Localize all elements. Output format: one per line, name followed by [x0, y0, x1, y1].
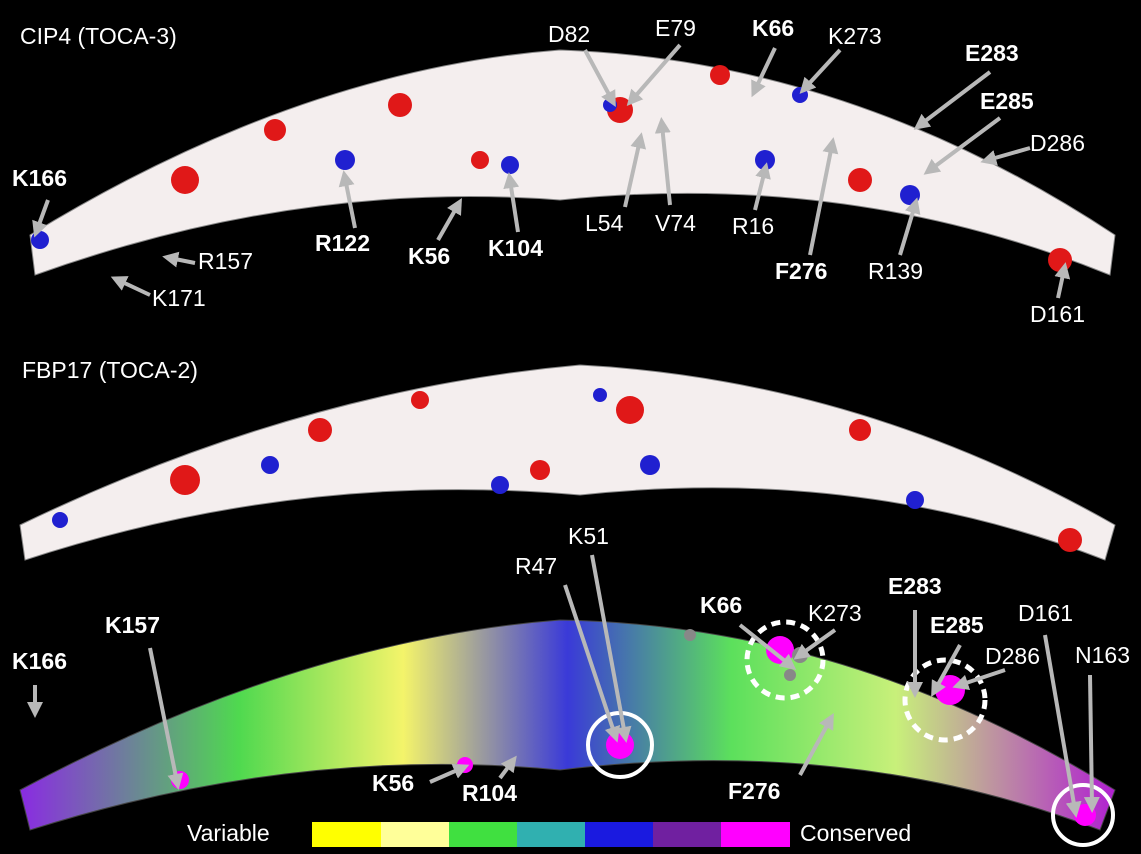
- residue-label: F276: [728, 778, 780, 804]
- residue-label: R122: [315, 230, 370, 256]
- residue-label: N163: [1075, 642, 1130, 668]
- residue-label: R47: [515, 553, 557, 579]
- residue-label: L54: [585, 210, 624, 236]
- residue-label: K171: [152, 285, 206, 311]
- residue-label: K104: [488, 235, 543, 261]
- legend-swatch: [312, 822, 381, 847]
- residue-label: D286: [1030, 130, 1085, 156]
- panel-title: CIP4 (TOCA-3): [20, 23, 177, 49]
- residue-label: E283: [965, 40, 1019, 66]
- legend-swatch: [449, 822, 517, 847]
- residue-label: R139: [868, 258, 923, 284]
- panel-title: FBP17 (TOCA-2): [22, 357, 198, 383]
- residue-label: K56: [372, 770, 414, 796]
- residue-label: K51: [568, 523, 609, 549]
- residue-label: K166: [12, 648, 67, 674]
- residue-label: K66: [752, 15, 794, 41]
- residue-label: D161: [1018, 600, 1073, 626]
- residue-label: D161: [1030, 301, 1085, 327]
- residue-label: D286: [985, 643, 1040, 669]
- residue-label: E285: [930, 612, 984, 638]
- residue-label: K166: [12, 165, 67, 191]
- residue-label: F276: [775, 258, 827, 284]
- residue-label: K66: [700, 592, 742, 618]
- residue-label: R104: [462, 780, 517, 806]
- residue-label: E283: [888, 573, 942, 599]
- legend-low: Variable: [187, 820, 270, 846]
- legend-swatch: [381, 822, 449, 847]
- residue-label: K273: [828, 23, 882, 49]
- legend-swatch: [653, 822, 721, 847]
- residue-label: E285: [980, 88, 1034, 114]
- residue-label: D82: [548, 21, 590, 47]
- residue-label: K56: [408, 243, 450, 269]
- figure: CIP4 (TOCA-3) FBP17 (TOCA-2) D82 E79 K66…: [0, 0, 1141, 854]
- legend-high: Conserved: [800, 820, 911, 846]
- residue-label: K157: [105, 612, 160, 638]
- residue-label: K273: [808, 600, 862, 626]
- residue-label: R16: [732, 213, 774, 239]
- residue-label: V74: [655, 210, 696, 236]
- legend-swatch: [517, 822, 585, 847]
- legend-swatch: [585, 822, 653, 847]
- residue-label: E79: [655, 15, 696, 41]
- legend-swatch: [721, 822, 790, 847]
- residue-label: R157: [198, 248, 253, 274]
